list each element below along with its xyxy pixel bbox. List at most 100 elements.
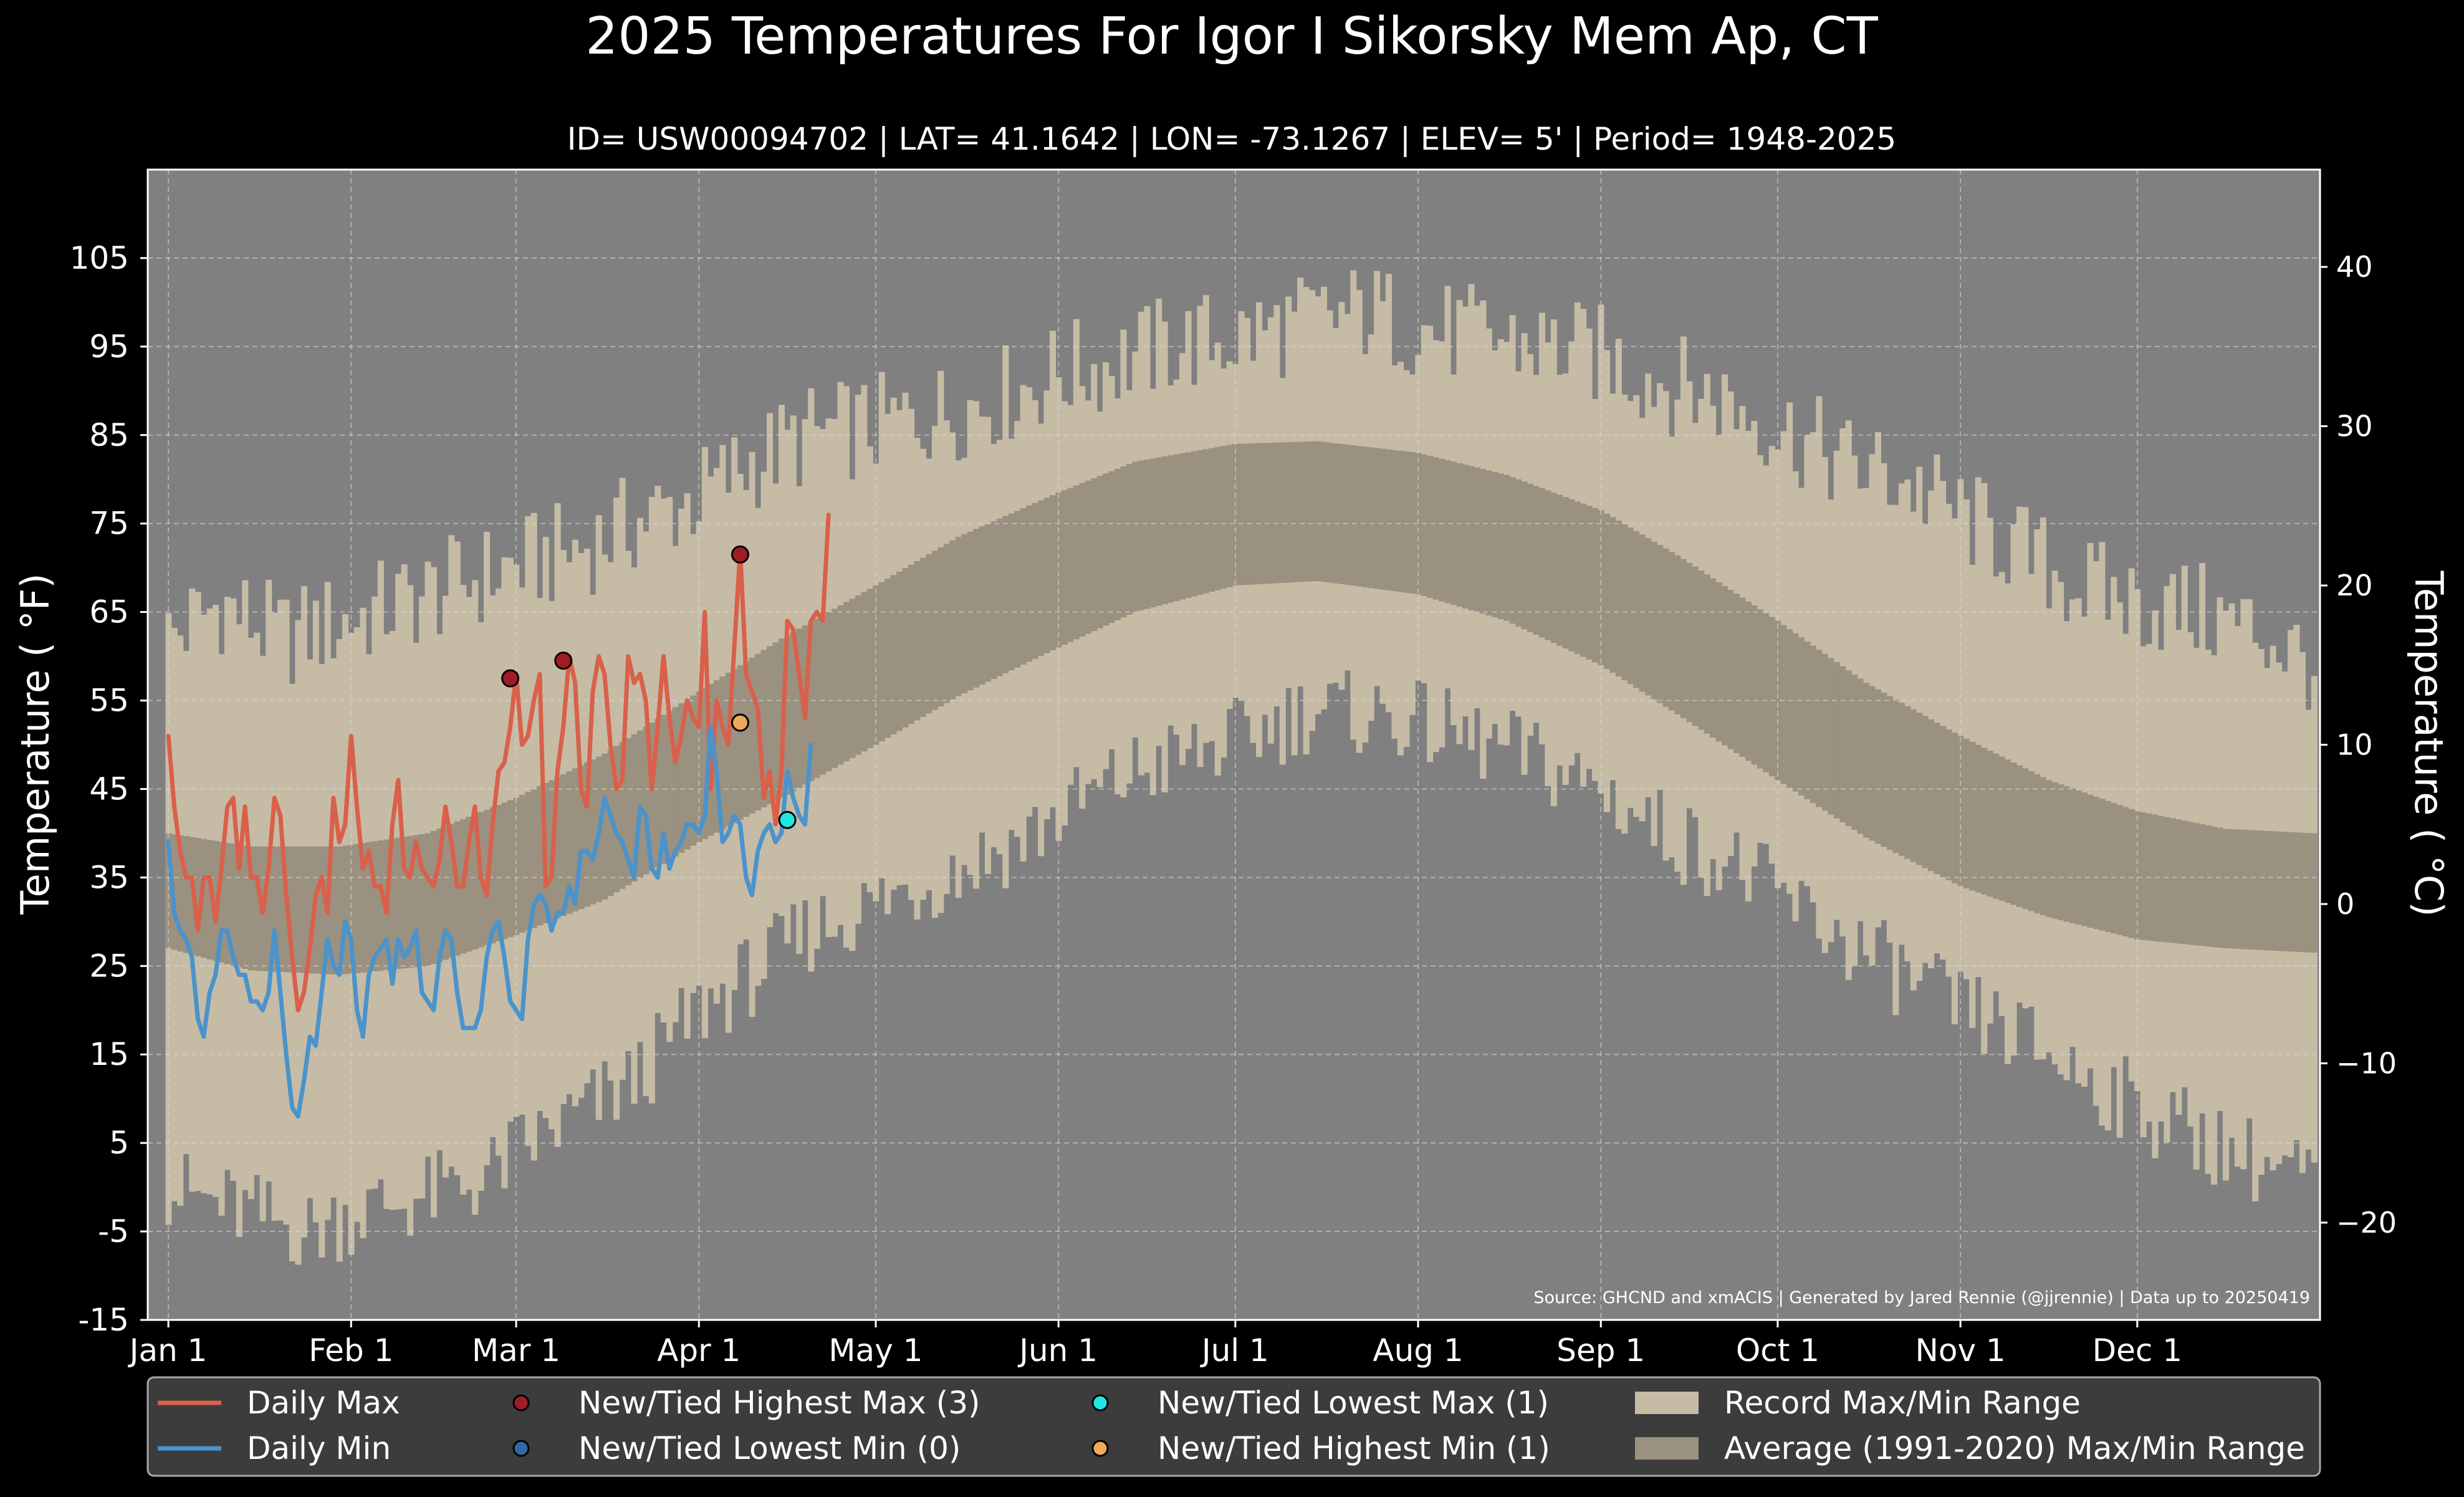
normal-range-bar: [1020, 508, 1027, 665]
normal-range-bar: [1981, 748, 1988, 895]
normal-range-bar: [890, 575, 897, 734]
normal-range-bar: [1603, 513, 1611, 669]
normal-range-bar: [254, 846, 261, 971]
normal-range-bar: [790, 632, 797, 792]
legend-marker-swatch: [512, 1394, 530, 1412]
normal-range-bar: [1816, 650, 1823, 807]
normal-range-bar: [619, 742, 626, 889]
y-tick-label: 75: [89, 506, 129, 542]
normal-range-bar: [825, 612, 832, 772]
normal-range-bar: [1432, 457, 1439, 600]
normal-range-bar: [1338, 444, 1345, 584]
normal-range-bar: [1161, 456, 1168, 605]
normal-range-bar: [1291, 441, 1298, 582]
normal-range-bar: [1073, 485, 1080, 640]
plot-area: [146, 168, 2321, 1321]
normal-range-bar: [1704, 574, 1710, 734]
normal-range-bar: [1674, 555, 1681, 715]
normal-range-bar: [1326, 442, 1333, 583]
normal-range-bar: [583, 762, 590, 907]
normal-range-bar: [2092, 796, 2099, 930]
x-tick-label: Dec 1: [2092, 1332, 2182, 1369]
normal-range-bar: [2246, 830, 2253, 950]
normal-range-bar: [1556, 494, 1563, 646]
legend-label: New/Tied Highest Max (3): [578, 1385, 980, 1421]
normal-range-bar: [424, 833, 431, 966]
normal-range-bar: [448, 824, 455, 958]
record-lowest-max-point: [778, 811, 797, 829]
normal-range-bars: [165, 441, 2318, 975]
y-right-tick-label: −20: [2336, 1206, 2397, 1239]
normal-range-bar: [2217, 827, 2223, 948]
normal-range-bar: [354, 844, 361, 973]
normal-range-bar: [931, 551, 938, 710]
x-tick-label: Mar 1: [472, 1332, 560, 1369]
normal-range-bar: [2063, 786, 2070, 922]
normal-range-bar: [1255, 443, 1263, 585]
y-tick-label: 105: [70, 240, 129, 276]
normal-range-bar: [2157, 816, 2164, 942]
normal-range-bar: [767, 646, 774, 804]
normal-range-bar: [866, 589, 873, 748]
x-tick-label: Oct 1: [1736, 1332, 1819, 1369]
normal-range-bar: [1220, 446, 1227, 589]
normal-range-bar: [365, 842, 372, 972]
normal-range-bar: [1038, 500, 1045, 657]
normal-range-bar: [1032, 503, 1038, 659]
normal-range-bar: [2311, 833, 2318, 953]
normal-range-bar: [648, 723, 655, 871]
normal-range-bar: [1503, 474, 1510, 621]
normal-range-bar: [2010, 762, 2017, 905]
normal-range-bar: [1733, 594, 1740, 753]
normal-range-bar: [719, 676, 726, 830]
normal-range-bar: [937, 547, 944, 707]
normal-range-bar: [808, 622, 815, 782]
normal-range-bar: [407, 835, 414, 968]
normal-range-bar: [590, 759, 597, 905]
normal-range-bar: [837, 605, 844, 765]
normal-range-bar: [1303, 441, 1310, 582]
normal-range-bar: [2034, 774, 2041, 913]
normal-range-bar: [1043, 498, 1050, 653]
normal-range-bar: [194, 838, 201, 956]
legend-marker-swatch: [1091, 1394, 1109, 1412]
normal-range-bar: [2075, 790, 2082, 925]
x-tick-label: Jan 1: [128, 1332, 208, 1369]
normal-range-bar: [507, 800, 514, 937]
normal-range-bar: [1273, 442, 1280, 584]
normal-range-bar: [1686, 562, 1693, 723]
normal-range-bar: [495, 805, 502, 941]
normal-range-bar: [1002, 516, 1009, 673]
normal-range-bar: [684, 699, 691, 850]
normal-range-bar: [1315, 441, 1321, 581]
normal-range-bar: [1763, 613, 1770, 773]
normal-range-bar: [1780, 625, 1787, 784]
source-note: Source: GHCND and xmACIS | Generated by …: [1533, 1288, 2310, 1307]
normal-range-bar: [1898, 703, 1905, 856]
normal-range-bar: [1014, 511, 1021, 668]
normal-range-bar: [2299, 832, 2306, 953]
y-right-tick-label: 20: [2336, 569, 2373, 602]
normal-range-bar: [636, 730, 644, 878]
normal-range-bar: [2287, 832, 2294, 952]
normal-range-bar: [1049, 495, 1057, 650]
normal-range-bar: [1403, 451, 1410, 593]
y-axis-left: -15 -5 5 15 25 35 45 55 65 75 85 95 105: [70, 240, 148, 1338]
normal-range-bar: [2281, 832, 2288, 951]
normal-range-bar: [1621, 524, 1628, 681]
normal-range-bar: [1922, 716, 1929, 869]
normal-range-bar: [1739, 597, 1746, 758]
normal-range-bar: [1562, 497, 1569, 649]
normal-range-bar: [1061, 490, 1068, 645]
normal-range-bar: [2252, 830, 2259, 950]
normal-range-bar: [336, 846, 343, 975]
normal-range-bar: [843, 602, 850, 762]
normal-range-bar: [1332, 443, 1339, 584]
y-right-tick-label: 30: [2336, 410, 2373, 443]
normal-range-bar: [602, 753, 608, 900]
normal-range-bar: [360, 843, 367, 973]
normal-range-bar: [2111, 802, 2117, 934]
x-tick-label: Feb 1: [309, 1332, 393, 1369]
x-tick-label: May 1: [828, 1332, 923, 1369]
normal-range-bar: [1715, 582, 1722, 742]
